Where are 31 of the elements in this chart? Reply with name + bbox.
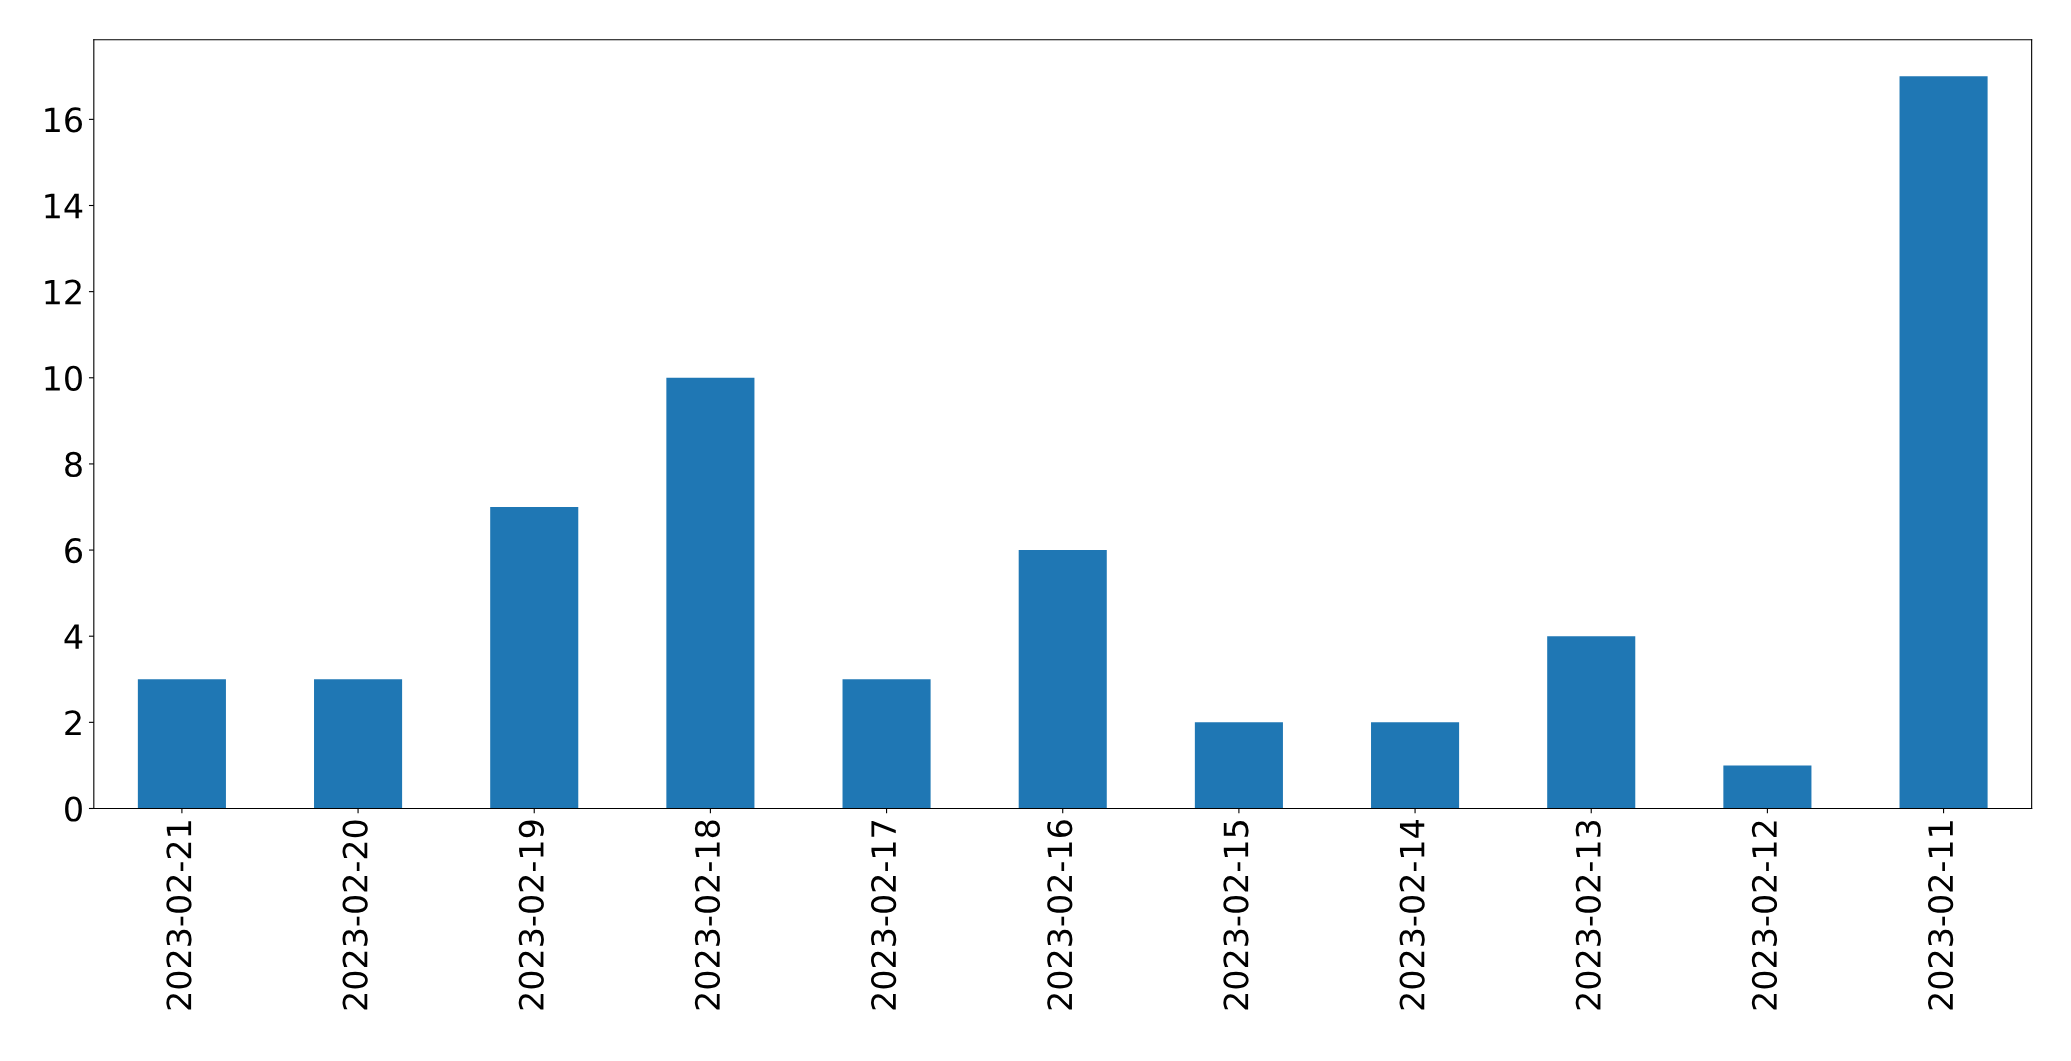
x-tick-label: 2023-02-13: [1575, 820, 1601, 1010]
y-tick-label: 0: [65, 796, 82, 822]
bar: [1194, 722, 1283, 809]
y-tick-label: 12: [45, 279, 81, 305]
bar: [137, 679, 226, 809]
x-tick-label: 2023-02-16: [1047, 820, 1073, 1010]
bar: [1723, 765, 1812, 809]
x-tick-label: 2023-02-11: [1928, 821, 1954, 1010]
y-tick-label: 16: [45, 107, 82, 133]
x-tick-label: 2023-02-17: [871, 821, 897, 1010]
x-tick-label: 2023-02-21: [166, 821, 192, 1010]
bar: [1018, 550, 1107, 809]
bar: [1371, 722, 1460, 809]
y-tick-label: 8: [65, 451, 82, 478]
x-tick-label: 2023-02-12: [1751, 821, 1778, 1010]
bar: [666, 377, 755, 809]
y-tick-label: 14: [45, 193, 83, 219]
x-tick-label: 2023-02-18: [694, 820, 721, 1010]
x-tick-label: 2023-02-15: [1223, 821, 1249, 1010]
bar: [314, 679, 403, 809]
y-tick-label: 2: [65, 710, 81, 736]
bar: [842, 679, 931, 809]
bar: [490, 506, 579, 809]
x-tick-label: 2023-02-19: [518, 820, 544, 1010]
bar: [1547, 636, 1636, 809]
y-tick-label: 6: [65, 537, 82, 564]
x-tick-label: 2023-02-20: [342, 820, 368, 1010]
y-tick-label: 10: [45, 365, 82, 391]
bar: [1899, 76, 1988, 809]
x-tick-label: 2023-02-14: [1399, 820, 1425, 1010]
y-tick-label: 4: [64, 624, 83, 649]
